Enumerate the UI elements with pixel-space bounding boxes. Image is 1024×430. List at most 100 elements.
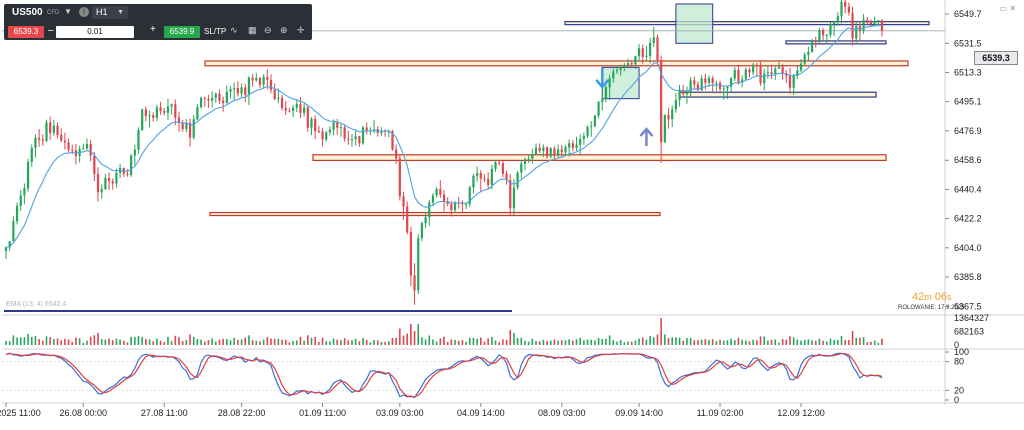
bear-candle[interactable] <box>759 65 762 84</box>
bear-candle[interactable] <box>273 89 276 99</box>
bear-candle[interactable] <box>244 87 247 95</box>
bull-candle[interactable] <box>803 54 806 64</box>
bull-candle[interactable] <box>626 63 630 67</box>
bull-candle[interactable] <box>361 127 365 144</box>
bull-candle[interactable] <box>689 80 692 93</box>
bull-candle[interactable] <box>586 127 589 137</box>
bear-candle[interactable] <box>188 122 192 138</box>
bull-candle[interactable] <box>464 204 468 206</box>
bear-candle[interactable] <box>402 196 405 207</box>
bear-candle[interactable] <box>439 188 442 195</box>
bear-candle[interactable] <box>545 147 549 157</box>
bull-candle[interactable] <box>490 168 493 185</box>
bull-candle[interactable] <box>715 82 718 84</box>
bull-candle[interactable] <box>45 122 48 141</box>
bull-candle[interactable] <box>575 144 578 148</box>
bull-candle[interactable] <box>729 78 733 87</box>
bull-candle[interactable] <box>19 195 22 206</box>
bear-candle[interactable] <box>181 122 184 129</box>
bear-candle[interactable] <box>660 59 663 143</box>
symbol-name[interactable]: US500 <box>12 7 43 18</box>
bull-candle[interactable] <box>332 122 335 130</box>
bull-candle[interactable] <box>494 162 497 169</box>
bull-candle[interactable] <box>82 148 85 150</box>
bull-candle[interactable] <box>431 195 435 203</box>
bear-candle[interactable] <box>682 89 685 94</box>
bull-candle[interactable] <box>671 109 674 120</box>
bear-candle[interactable] <box>814 40 817 43</box>
bear-candle[interactable] <box>696 84 700 90</box>
bear-candle[interactable] <box>159 107 162 111</box>
bear-candle[interactable] <box>395 149 398 159</box>
bull-candle[interactable] <box>810 40 814 52</box>
bull-candle[interactable] <box>836 16 839 23</box>
bull-candle[interactable] <box>877 20 880 22</box>
zoom-out-icon[interactable]: ⊖ <box>264 25 272 35</box>
bear-candle[interactable] <box>398 158 401 197</box>
bull-candle[interactable] <box>303 107 306 113</box>
bear-candle[interactable] <box>667 115 670 120</box>
bull-candle[interactable] <box>707 78 711 83</box>
bull-candle[interactable] <box>873 21 876 24</box>
bull-candle[interactable] <box>590 126 593 128</box>
bull-candle[interactable] <box>199 98 203 108</box>
bear-candle[interactable] <box>704 78 707 83</box>
bull-candle[interactable] <box>604 87 608 100</box>
bear-candle[interactable] <box>89 144 92 156</box>
bull-candle[interactable] <box>516 172 519 188</box>
bear-candle[interactable] <box>501 163 504 174</box>
bear-candle[interactable] <box>284 108 287 111</box>
bear-candle[interactable] <box>107 178 111 182</box>
bull-candle[interactable] <box>833 22 836 24</box>
bear-candle[interactable] <box>788 76 792 88</box>
bull-candle[interactable] <box>133 149 136 156</box>
bear-candle[interactable] <box>49 122 52 133</box>
bull-candle[interactable] <box>372 129 376 131</box>
bear-candle[interactable] <box>266 76 269 81</box>
bull-candle[interactable] <box>623 66 626 68</box>
bull-candle[interactable] <box>531 154 534 159</box>
bull-candle[interactable] <box>196 107 199 120</box>
bear-candle[interactable] <box>251 77 254 81</box>
bear-candle[interactable] <box>858 26 862 31</box>
sell-button[interactable]: 6539.3 <box>8 26 44 38</box>
bull-candle[interactable] <box>520 163 523 173</box>
bear-candle[interactable] <box>509 179 512 209</box>
bull-candle[interactable] <box>523 159 527 164</box>
bear-candle[interactable] <box>71 149 74 151</box>
bull-candle[interactable] <box>233 88 236 90</box>
bear-candle[interactable] <box>446 201 449 205</box>
bear-candle[interactable] <box>207 98 210 101</box>
decrease-quantity-button[interactable]: – <box>48 25 54 36</box>
bull-candle[interactable] <box>649 42 652 56</box>
bear-candle[interactable] <box>711 78 714 83</box>
bull-candle[interactable] <box>26 162 30 189</box>
bull-candle[interactable] <box>634 56 637 65</box>
bull-candle[interactable] <box>542 147 545 152</box>
bear-candle[interactable] <box>111 181 114 184</box>
bull-candle[interactable] <box>339 127 343 129</box>
bear-candle[interactable] <box>174 104 177 118</box>
sl-tp-button[interactable]: SL/TP <box>204 27 227 36</box>
bear-candle[interactable] <box>409 232 412 276</box>
bull-candle[interactable] <box>741 79 744 82</box>
bull-candle[interactable] <box>579 139 582 145</box>
bull-candle[interactable] <box>185 122 188 129</box>
bear-candle[interactable] <box>288 110 291 112</box>
bull-candle[interactable] <box>799 63 803 71</box>
bull-candle[interactable] <box>807 51 810 55</box>
bull-candle[interactable] <box>255 78 258 81</box>
bull-candle[interactable] <box>211 97 214 101</box>
bull-candle[interactable] <box>637 48 641 57</box>
bull-candle[interactable] <box>420 223 424 239</box>
info-icon[interactable]: i <box>79 7 89 17</box>
bull-candle[interactable] <box>645 55 648 57</box>
bull-candle[interactable] <box>247 77 251 95</box>
bear-candle[interactable] <box>38 137 41 140</box>
bull-candle[interactable] <box>155 107 159 118</box>
bear-candle[interactable] <box>336 122 339 128</box>
bear-candle[interactable] <box>498 162 501 164</box>
bear-candle[interactable] <box>560 149 563 153</box>
bull-candle[interactable] <box>763 73 766 84</box>
bull-candle[interactable] <box>435 188 438 196</box>
